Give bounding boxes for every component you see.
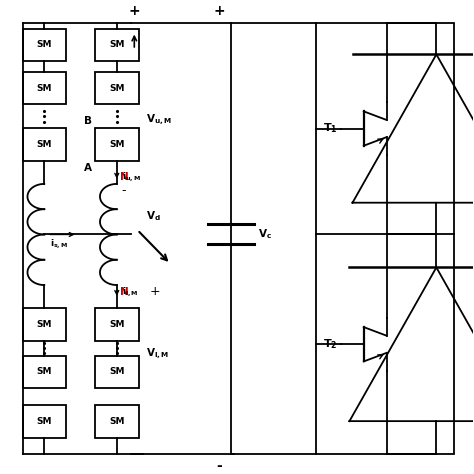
Bar: [23, 28, 66, 61]
Text: $\mathbf{T_2}$: $\mathbf{T_2}$: [323, 337, 338, 351]
Text: N: N: [120, 172, 128, 182]
Text: B: B: [84, 116, 92, 126]
Bar: [95, 28, 138, 61]
Text: SM: SM: [109, 319, 125, 328]
Text: SM: SM: [109, 40, 125, 49]
Bar: [95, 356, 138, 388]
Text: SM: SM: [36, 319, 52, 328]
Bar: [23, 72, 66, 104]
Text: -: -: [122, 184, 126, 197]
Text: $\mathbf{i_{u,M}}$: $\mathbf{i_{u,M}}$: [122, 170, 141, 184]
Bar: [23, 308, 66, 340]
Text: +: +: [128, 4, 140, 18]
Text: $\mathbf{V_c}$: $\mathbf{V_c}$: [258, 228, 272, 241]
Text: $\mathbf{i_{l,M}}$: $\mathbf{i_{l,M}}$: [122, 285, 138, 299]
Bar: [95, 405, 138, 438]
Text: A: A: [84, 164, 92, 173]
Text: SM: SM: [36, 83, 52, 92]
Text: SM: SM: [36, 40, 52, 49]
Bar: [95, 308, 138, 340]
Text: SM: SM: [36, 367, 52, 376]
Text: $\mathbf{V_d}$: $\mathbf{V_d}$: [146, 210, 161, 223]
Text: SM: SM: [109, 367, 125, 376]
Text: SM: SM: [109, 140, 125, 149]
Text: +: +: [213, 4, 225, 18]
Bar: [23, 356, 66, 388]
Text: SM: SM: [36, 417, 52, 426]
Text: SM: SM: [36, 140, 52, 149]
Text: $\mathbf{V_{l,M}}$: $\mathbf{V_{l,M}}$: [146, 346, 170, 361]
Text: $\mathbf{T_1}$: $\mathbf{T_1}$: [323, 122, 338, 136]
Text: N: N: [120, 287, 128, 297]
Text: $\mathbf{V_{u,M}}$: $\mathbf{V_{u,M}}$: [146, 112, 173, 127]
Text: $\mathbf{i_{s,M}}$: $\mathbf{i_{s,M}}$: [50, 237, 69, 251]
Text: SM: SM: [109, 417, 125, 426]
Text: +: +: [150, 285, 161, 299]
Bar: [23, 405, 66, 438]
Text: -: -: [216, 459, 222, 473]
Bar: [23, 128, 66, 161]
Bar: [316, 23, 455, 454]
Text: SM: SM: [109, 83, 125, 92]
Bar: [95, 72, 138, 104]
Bar: [95, 128, 138, 161]
